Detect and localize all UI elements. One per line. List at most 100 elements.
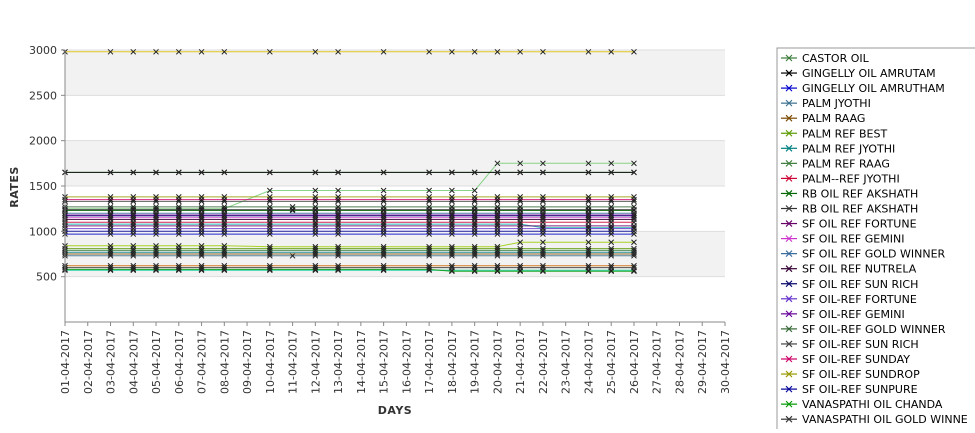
series-point bbox=[175, 194, 182, 200]
series-point bbox=[494, 169, 501, 176]
series-point bbox=[335, 213, 341, 219]
legend-label: VANASPATHI OIL GOLD WINNE bbox=[802, 413, 968, 426]
legend-label: GINGELLY OIL AMRUTAM bbox=[802, 67, 936, 80]
series-point bbox=[107, 194, 114, 200]
series-point bbox=[494, 212, 501, 218]
x-tick-label: 17-04-2017 bbox=[423, 330, 436, 394]
legend-item: VANASPATHI OIL GOLD WINNE bbox=[781, 413, 968, 426]
y-tick-label: 3000 bbox=[29, 44, 57, 57]
series-point bbox=[130, 228, 137, 235]
extra-series-point bbox=[198, 48, 205, 55]
legend-marker bbox=[785, 54, 793, 62]
extra-series-point bbox=[175, 48, 182, 55]
series-point bbox=[449, 212, 455, 218]
extra-series-line-1 bbox=[65, 162, 634, 210]
extra-series-point bbox=[585, 48, 592, 55]
legend-marker bbox=[785, 144, 793, 152]
extra-series-point bbox=[107, 48, 114, 55]
series-point bbox=[153, 203, 159, 210]
extra-series-point bbox=[380, 48, 387, 55]
series-point bbox=[585, 212, 592, 218]
series-point bbox=[380, 264, 387, 271]
legend-marker bbox=[785, 400, 793, 408]
extra-series-point bbox=[312, 187, 319, 194]
extra-series-point bbox=[426, 187, 432, 194]
x-tick-label: 05-04-2017 bbox=[150, 330, 163, 394]
series-point bbox=[540, 203, 546, 210]
series-point bbox=[175, 212, 182, 218]
series-point bbox=[266, 213, 273, 219]
series-point bbox=[312, 169, 319, 176]
series-point bbox=[585, 264, 592, 271]
legend-label: SF OIL REF SUN RICH bbox=[802, 278, 918, 291]
series-point bbox=[198, 228, 205, 235]
legend-marker bbox=[785, 370, 793, 378]
legend-item: GINGELLY OIL AMRUTAM bbox=[781, 67, 936, 80]
series-point bbox=[608, 213, 615, 219]
series-point bbox=[312, 264, 319, 271]
series-point bbox=[585, 247, 592, 254]
extra-series-point bbox=[494, 160, 501, 167]
y-tick-label: 1000 bbox=[29, 225, 57, 238]
series-point bbox=[335, 169, 341, 176]
series-point bbox=[335, 194, 341, 200]
series-point bbox=[153, 213, 159, 219]
x-tick-label: 27-04-2017 bbox=[651, 330, 664, 394]
series-point bbox=[608, 203, 615, 210]
series-point bbox=[107, 169, 114, 176]
axes: 500 1000 1500 2000 2500 3000 01-04-2017 02-04-2… bbox=[29, 44, 732, 394]
series-point bbox=[426, 212, 432, 218]
x-tick-label: 19-04-2017 bbox=[469, 330, 482, 394]
series-point bbox=[380, 213, 387, 219]
extra-series-point bbox=[312, 48, 319, 55]
x-tick-label: 24-04-2017 bbox=[582, 330, 595, 394]
extra-series-point bbox=[335, 187, 341, 194]
y-tick-label: 1500 bbox=[29, 180, 57, 193]
x-tick-label: 23-04-2017 bbox=[560, 330, 573, 394]
extra-series-point bbox=[608, 160, 615, 167]
series-point bbox=[631, 264, 637, 271]
series-point bbox=[426, 228, 432, 235]
series-point bbox=[608, 247, 615, 254]
series-point bbox=[221, 203, 228, 210]
x-tick-label: 13-04-2017 bbox=[332, 330, 345, 394]
legend-label: SF OIL-REF GOLD WINNER bbox=[802, 323, 946, 336]
legend-item: SF OIL-REF GEMINI bbox=[781, 308, 905, 321]
x-tick-label: 20-04-2017 bbox=[491, 330, 504, 394]
extra-series-point bbox=[517, 239, 524, 246]
series-point bbox=[449, 169, 455, 176]
legend-item: RB OIL REF AKSHATH bbox=[781, 203, 918, 216]
legend-item: PALM--REF JYOTHI bbox=[781, 172, 900, 185]
series-point bbox=[517, 247, 524, 254]
legend-item: SF OIL REF GOLD WINNER bbox=[781, 248, 946, 261]
extra-series-line-4 bbox=[65, 241, 634, 248]
legend-marker bbox=[785, 159, 793, 167]
extra-series-point bbox=[585, 160, 592, 167]
series-point bbox=[130, 247, 137, 254]
series-point bbox=[221, 169, 228, 176]
series-point bbox=[471, 247, 478, 254]
legend-item: PALM REF BEST bbox=[781, 127, 887, 140]
series-point bbox=[517, 212, 524, 218]
series-point bbox=[198, 194, 205, 200]
series-point bbox=[130, 213, 137, 219]
series-point bbox=[608, 194, 615, 200]
series-point bbox=[426, 213, 432, 219]
legend-marker bbox=[785, 310, 793, 318]
series-point bbox=[107, 228, 114, 235]
legend-marker bbox=[785, 355, 793, 363]
series-point bbox=[585, 228, 592, 235]
legend-marker bbox=[785, 220, 793, 227]
series-point bbox=[449, 228, 455, 235]
series-point bbox=[631, 247, 637, 254]
legend-marker bbox=[785, 69, 793, 77]
series-point bbox=[221, 212, 228, 218]
legend-label: PALM JYOTHI bbox=[802, 97, 871, 110]
legend-item: PALM JYOTHI bbox=[781, 97, 871, 110]
series-point bbox=[426, 247, 432, 254]
x-tick-label: 04-04-2017 bbox=[127, 330, 140, 394]
legend-label: CASTOR OIL bbox=[802, 52, 870, 65]
x-tick-label: 10-04-2017 bbox=[264, 330, 277, 394]
series-point bbox=[107, 212, 114, 218]
